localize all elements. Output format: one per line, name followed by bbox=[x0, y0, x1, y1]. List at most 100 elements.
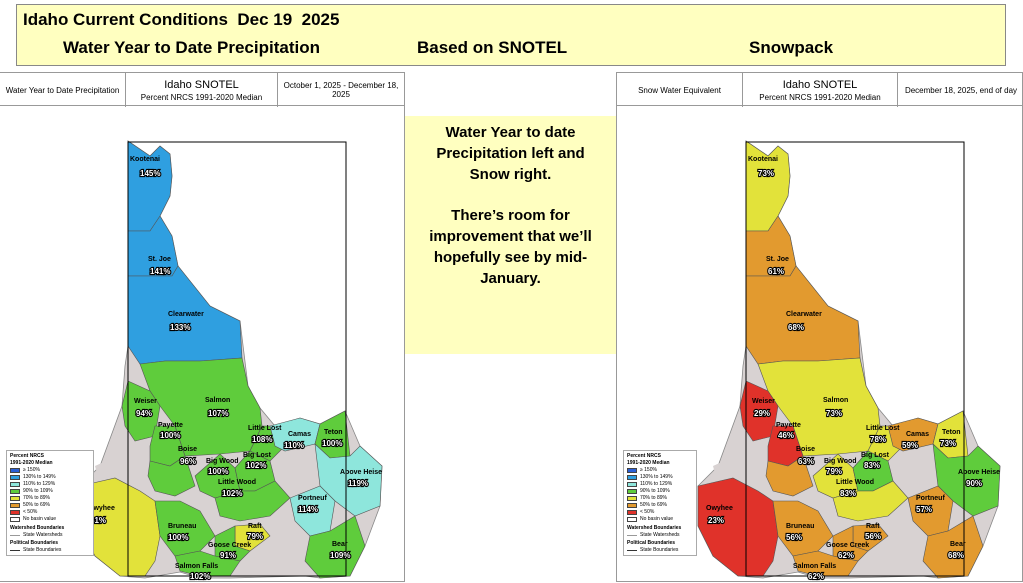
swe-legend-label: 90% to 109% bbox=[640, 488, 670, 494]
swe-basin-label-big-wood: Big Wood bbox=[824, 458, 857, 465]
swe-legend-watershed-line bbox=[627, 534, 637, 536]
precip-legend-political-title: Political Boundaries bbox=[10, 540, 59, 546]
precip-legend-label: < 50% bbox=[23, 509, 38, 515]
swe-legend-label: 130% to 149% bbox=[640, 474, 673, 480]
precip-basin-label-owyhee: Owyhee bbox=[88, 505, 115, 512]
precip-legend-label: No basin value bbox=[23, 516, 57, 522]
swe-basin-map: Kootenai 73% St. Joe 61% Clearwater 68% Salmon… bbox=[697, 140, 1001, 581]
precip-legend-row: 90% to 109% bbox=[10, 488, 90, 495]
swe-basin-value-portneuf: 57% bbox=[916, 505, 932, 514]
precip-basin-weiser[interactable] bbox=[121, 380, 161, 442]
precip-legend-row: 130% to 149% bbox=[10, 474, 90, 481]
precip-legend-watershed-row: State Watersheds bbox=[10, 532, 90, 538]
precip-header-date: October 1, 2025 - December 18, 2025 bbox=[283, 81, 399, 99]
swe-legend-title: Percent NRCS bbox=[627, 453, 661, 459]
callout-text-2: There’s room for improvement that we’ll … bbox=[429, 207, 592, 287]
precip-map-panel: Water Year to Date Precipitation Idaho S… bbox=[0, 72, 405, 582]
swe-basin-label-kootenai: Kootenai bbox=[748, 156, 778, 163]
swe-basin-label-little-wood: Little Wood bbox=[836, 479, 874, 486]
precip-legend-swatch bbox=[10, 475, 20, 480]
precip-basin-label-st-joe: St. Joe bbox=[148, 256, 171, 263]
swe-legend-political-title: Political Boundaries bbox=[627, 540, 676, 546]
swe-basin-kootenai[interactable] bbox=[745, 140, 791, 232]
precip-basin-label-weiser: Weiser bbox=[134, 398, 157, 405]
precip-legend-row: 50% to 69% bbox=[10, 502, 90, 509]
precip-legend-political-label: State Boundaries bbox=[23, 546, 62, 553]
swe-basin-owyhee[interactable] bbox=[697, 477, 779, 577]
precip-legend-swatch bbox=[10, 503, 20, 508]
swe-basin-boise[interactable] bbox=[765, 455, 814, 497]
precip-legend-watershed-title: Watershed Boundaries bbox=[10, 525, 65, 531]
swe-basin-value-clearwater: 68% bbox=[788, 323, 804, 332]
precip-basin-value-weiser: 94% bbox=[136, 409, 152, 418]
precip-header-sub: Percent NRCS 1991-2020 Median bbox=[140, 92, 263, 102]
swe-legend-watershed-title: Watershed Boundaries bbox=[627, 525, 682, 531]
precip-basin-bruneau[interactable] bbox=[154, 500, 216, 557]
precip-basin-label-raft: Raft bbox=[248, 523, 262, 530]
swe-basin-salmon-falls[interactable] bbox=[792, 550, 859, 577]
swe-basin-bear[interactable] bbox=[922, 515, 984, 579]
swe-legend: Percent NRCS 1991-2020 Median ≥ 150% 130% t… bbox=[623, 450, 697, 556]
swe-basin-weiser[interactable] bbox=[739, 380, 779, 442]
precip-legend-swatch bbox=[10, 496, 20, 501]
swe-legend-label: < 50% bbox=[640, 509, 655, 515]
precip-basin-value-salmon: 107% bbox=[208, 409, 228, 418]
swe-basin-label-owyhee: Owyhee bbox=[706, 505, 733, 512]
swe-basin-label-camas: Camas bbox=[906, 431, 929, 438]
swe-basin-value-weiser: 29% bbox=[754, 409, 770, 418]
swe-basin-value-salmon-falls: 62% bbox=[808, 572, 824, 581]
swe-header-date: December 18, 2025, end of day bbox=[904, 85, 1018, 95]
swe-legend-label: 50% to 69% bbox=[640, 502, 667, 508]
precip-basin-label-little-lost: Little Lost bbox=[248, 425, 282, 432]
precip-basin-value-kootenai: 145% bbox=[140, 169, 160, 178]
swe-basin-bruneau[interactable] bbox=[772, 500, 834, 557]
precip-basin-salmon-falls[interactable] bbox=[174, 550, 241, 577]
swe-legend-swatch bbox=[627, 510, 637, 515]
swe-basin-label-portneuf: Portneuf bbox=[916, 495, 945, 502]
callout-note: Water Year to date Precipitation left an… bbox=[405, 116, 616, 354]
swe-basin-value-bruneau: 56% bbox=[786, 533, 802, 542]
precip-basin-map: Kootenai 145% St. Joe 141% Clearwater 133% Sal… bbox=[79, 140, 383, 581]
swe-basin-value-above-heise: 90% bbox=[966, 479, 982, 488]
precip-basin-value-big-wood: 100% bbox=[208, 467, 228, 476]
precip-legend-swatch bbox=[10, 482, 20, 487]
swe-legend-row: 50% to 69% bbox=[627, 502, 693, 509]
swe-basin-value-big-lost: 83% bbox=[864, 461, 880, 470]
precip-basin-value-above-heise: 119% bbox=[348, 479, 368, 488]
precip-legend-subtitle: 1991-2020 Median bbox=[10, 460, 53, 466]
page-title: Idaho Current Conditions Dec 19 2025 bbox=[23, 10, 340, 29]
title-banner: Idaho Current Conditions Dec 19 2025 Wat… bbox=[16, 4, 1006, 66]
swe-legend-subtitle: 1991-2020 Median bbox=[627, 460, 670, 466]
swe-legend-watershed-row: State Watersheds bbox=[627, 532, 693, 538]
precip-basin-value-camas: 110% bbox=[284, 441, 304, 450]
precip-basin-label-payette: Payette bbox=[158, 422, 183, 429]
swe-legend-swatch bbox=[627, 503, 637, 508]
swe-basin-value-payette: 46% bbox=[778, 431, 794, 440]
precip-basin-value-big-lost: 102% bbox=[246, 461, 266, 470]
swe-legend-swatch bbox=[627, 475, 637, 480]
precip-basin-label-boise: Boise bbox=[178, 446, 197, 453]
precip-basin-label-goose-creek: Goose Creek bbox=[208, 542, 251, 549]
swe-basin-value-bear: 68% bbox=[948, 551, 964, 560]
precip-basin-kootenai[interactable] bbox=[127, 140, 173, 232]
swe-legend-row: No basin value bbox=[627, 516, 693, 523]
precip-basin-bear[interactable] bbox=[304, 515, 366, 579]
precip-basin-boise[interactable] bbox=[147, 455, 196, 497]
swe-basin-label-above-heise: Above Heise bbox=[958, 469, 1000, 476]
swe-basin-value-big-wood: 79% bbox=[826, 467, 842, 476]
precip-basin-label-kootenai: Kootenai bbox=[130, 156, 160, 163]
precip-legend-political-row: State Boundaries bbox=[10, 547, 90, 553]
swe-basin-label-raft: Raft bbox=[866, 523, 880, 530]
precip-map-header: Water Year to Date Precipitation Idaho S… bbox=[0, 72, 404, 107]
precip-legend-watershed-line bbox=[10, 534, 20, 536]
swe-basin-label-bruneau: Bruneau bbox=[786, 523, 814, 530]
swe-legend-label: 70% to 89% bbox=[640, 495, 667, 501]
precip-header-center: Idaho SNOTEL Percent NRCS 1991-2020 Medi… bbox=[126, 73, 278, 107]
precip-basin-value-clearwater: 133% bbox=[170, 323, 190, 332]
precip-legend-political-line bbox=[10, 549, 20, 551]
swe-basin-value-little-wood: 83% bbox=[840, 489, 856, 498]
swe-legend-watershed-label: State Watersheds bbox=[640, 531, 680, 538]
left-map-title: Water Year to Date Precipitation bbox=[63, 38, 320, 57]
precip-basin-value-goose-creek: 91% bbox=[220, 551, 236, 560]
precip-legend-row: < 50% bbox=[10, 509, 90, 516]
